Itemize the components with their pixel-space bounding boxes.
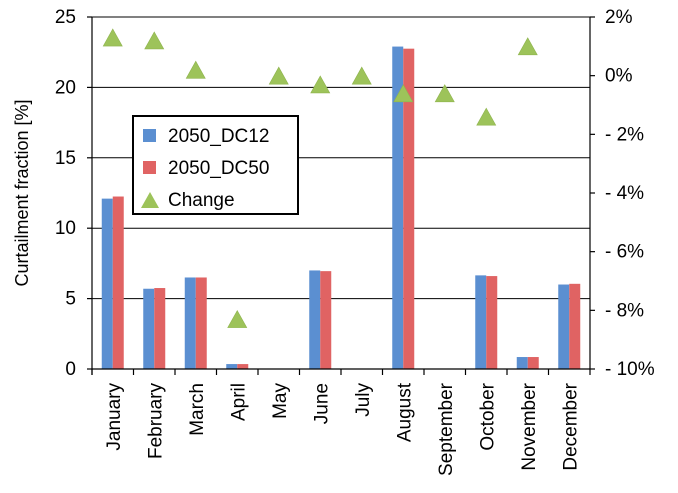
- bar-2050-dc50-march: [195, 277, 207, 369]
- right-tick-label: - 8%: [605, 300, 644, 321]
- left-tick-labels: 0 5 10 15 20 25: [55, 7, 76, 380]
- axes: [87, 16, 595, 375]
- left-tick-label: 10: [55, 218, 76, 239]
- x-tick-label-october: October: [477, 382, 498, 450]
- x-tick-label-december: December: [560, 382, 581, 470]
- change-marker-february: [144, 31, 165, 50]
- change-marker-may: [268, 66, 289, 85]
- x-tick-label-january: January: [104, 383, 125, 451]
- x-tick-label-june: June: [311, 383, 332, 424]
- bar-2050-dc12-june: [309, 270, 321, 369]
- right-tick-label: - 6%: [605, 242, 644, 263]
- bar-2050-dc50-december: [569, 283, 581, 369]
- change-marker-november: [517, 37, 538, 56]
- x-tick-label-april: April: [228, 383, 249, 421]
- left-tick-label: 0: [65, 359, 76, 380]
- bar-2050-dc12-january: [101, 198, 113, 369]
- bars: [101, 46, 581, 370]
- legend-swatch-2050-dc12: [143, 129, 156, 142]
- x-tick-label-july: July: [353, 383, 374, 417]
- legend-box: [132, 115, 299, 215]
- legend-label-2050-dc12: 2050_DC12: [168, 126, 269, 147]
- left-tick-label: 5: [65, 289, 76, 310]
- right-tick-label: - 2%: [605, 124, 644, 145]
- bar-2050-dc50-october: [486, 276, 498, 369]
- bar-2050-dc12-april: [226, 364, 238, 369]
- y-axis-title: Curtailment fraction [%]: [12, 99, 32, 286]
- legend-label-change: Change: [168, 190, 235, 211]
- x-tick-labels: January February March April May June July Augu…: [104, 382, 582, 476]
- right-tick-label: - 10%: [605, 359, 655, 380]
- bar-2050-dc12-november: [516, 357, 528, 369]
- right-tick-label: 2%: [605, 7, 633, 28]
- bar-2050-dc12-december: [558, 284, 570, 369]
- change-marker-march: [185, 60, 206, 79]
- change-marker-april: [227, 310, 248, 328]
- right-tick-label: - 4%: [605, 183, 644, 204]
- bar-2050-dc50-february: [154, 288, 166, 369]
- left-tick-label: 15: [55, 148, 76, 169]
- left-tick-label: 20: [55, 77, 76, 98]
- right-tick-label: 0%: [605, 66, 633, 87]
- bar-2050-dc12-march: [184, 277, 196, 369]
- change-marker-september: [434, 84, 455, 103]
- legend: 2050_DC12 2050_DC50 Change: [132, 115, 299, 215]
- change-markers: [102, 28, 538, 328]
- left-tick-label: 25: [55, 7, 76, 28]
- bar-2050-dc12-february: [143, 288, 155, 369]
- x-tick-label-march: March: [187, 383, 208, 436]
- right-tick-labels: 2% 0% - 2% - 4% - 6% - 8% - 10%: [605, 7, 655, 380]
- bar-2050-dc12-october: [475, 275, 487, 369]
- legend-swatch-change: [141, 192, 159, 208]
- bar-2050-dc50-june: [320, 271, 332, 369]
- change-marker-august: [393, 84, 414, 103]
- x-tick-label-september: September: [436, 382, 457, 476]
- x-tick-label-february: February: [145, 383, 166, 460]
- x-tick-label-august: August: [394, 382, 415, 442]
- change-marker-january: [102, 28, 123, 47]
- legend-swatch-2050-dc50: [143, 161, 156, 174]
- change-marker-july: [351, 66, 372, 85]
- legend-label-2050-dc50: 2050_DC50: [168, 158, 269, 179]
- x-tick-label-may: May: [270, 383, 291, 419]
- bar-2050-dc50-november: [527, 357, 539, 369]
- change-marker-october: [476, 107, 497, 126]
- change-marker-june: [310, 75, 331, 94]
- bar-2050-dc50-august: [403, 48, 415, 370]
- x-tick-label-november: November: [519, 382, 540, 470]
- bar-2050-dc12-august: [392, 46, 404, 370]
- bar-2050-dc50-april: [237, 364, 249, 369]
- bar-2050-dc50-january: [112, 196, 124, 369]
